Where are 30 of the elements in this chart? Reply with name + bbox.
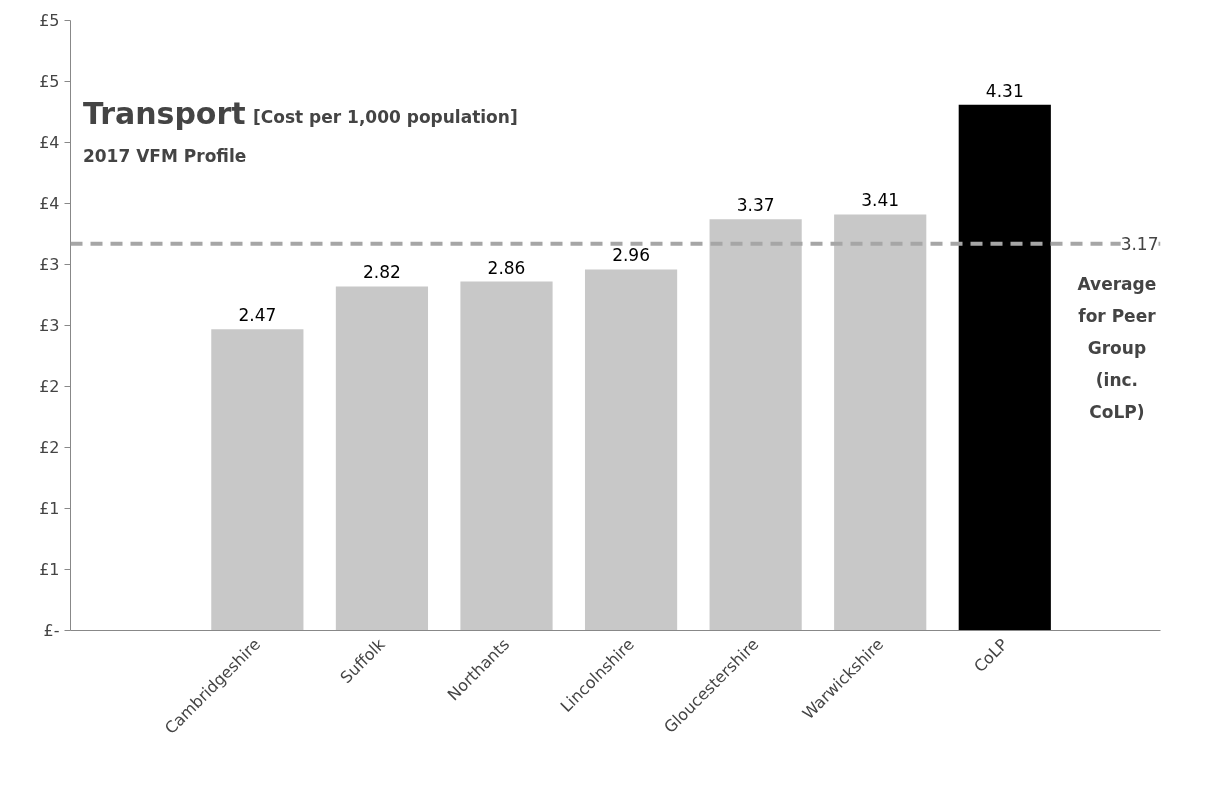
- data-label: 2.47: [238, 305, 277, 326]
- y-tick-label: £5: [39, 72, 60, 91]
- y-tick-label: £1: [39, 499, 60, 518]
- text: Average for Peer Group (inc. CoLP): [1077, 273, 1157, 422]
- y-tick-label: £4: [39, 194, 60, 213]
- y-tick-label: £1: [39, 560, 60, 579]
- y-tick-label: £3: [39, 255, 60, 274]
- y-tick-label: £4: [39, 133, 60, 152]
- data-label: 3.41: [861, 190, 900, 211]
- y-tick-label: £3: [39, 316, 60, 335]
- data-label: 2.96: [612, 245, 651, 266]
- text: [Cost per 1,000 population]: [252, 106, 518, 127]
- bar: [335, 286, 429, 631]
- y-tick-label: £2: [39, 377, 60, 396]
- data-label: 2.86: [487, 257, 526, 278]
- y-tick-label: £2: [39, 438, 60, 457]
- data-label: 2.82: [363, 262, 401, 283]
- bar: [211, 329, 304, 631]
- y-tick-label: £5: [39, 11, 60, 30]
- bar: [709, 219, 802, 631]
- text: Transport: [82, 95, 246, 131]
- bar: [834, 214, 927, 631]
- bar: [584, 269, 678, 631]
- data-label: 3.37: [736, 195, 775, 216]
- bar: [460, 281, 553, 631]
- bar: [958, 104, 1051, 631]
- annotation: 2017 VFM Profile: [82, 145, 247, 166]
- data-label: 4.31: [985, 80, 1024, 101]
- y-tick-label: £-: [43, 621, 60, 640]
- ref-line-label: 3.17: [1120, 234, 1159, 255]
